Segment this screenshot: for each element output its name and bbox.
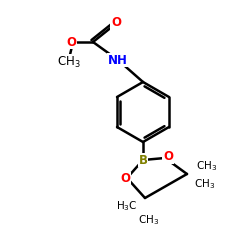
Text: CH$_3$: CH$_3$ <box>57 54 81 70</box>
Text: B: B <box>138 154 147 166</box>
Text: H$_3$C: H$_3$C <box>116 199 138 213</box>
Text: O: O <box>66 36 76 49</box>
Text: CH$_3$: CH$_3$ <box>138 213 160 227</box>
Text: O: O <box>163 150 173 164</box>
Text: O: O <box>120 172 130 186</box>
Text: CH$_3$: CH$_3$ <box>194 177 216 191</box>
Text: CH$_3$: CH$_3$ <box>196 159 218 173</box>
Text: O: O <box>111 16 121 30</box>
Text: NH: NH <box>108 54 128 66</box>
